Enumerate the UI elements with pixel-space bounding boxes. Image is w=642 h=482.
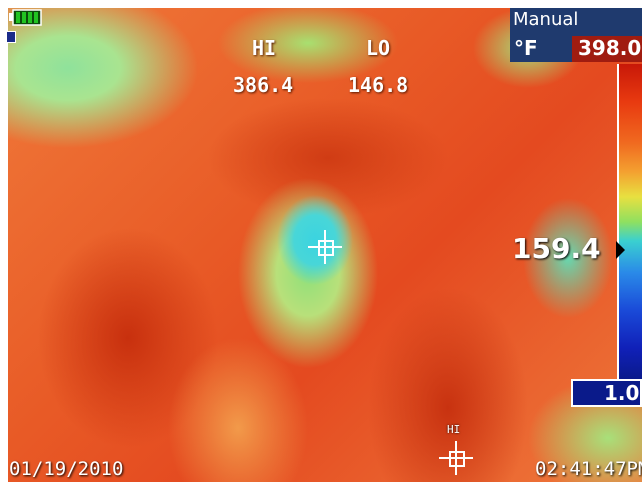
storage-indicator-icon [6,31,16,43]
hi-value: 386.4 [233,73,294,97]
lo-value: 146.8 [348,73,409,97]
scale-pointer-icon [616,241,625,259]
scale-max-box [572,36,642,62]
scale-min-value: 1.0 [604,381,640,405]
screen-border-top [0,0,642,8]
hi-label: HI [252,36,277,60]
lo-label: LO [366,36,391,60]
center-crosshair-icon [308,230,342,264]
hi-marker-crosshair-icon [439,441,473,475]
color-scale-bar [617,64,642,380]
screen-border-left [0,0,8,482]
scale-min-box [571,379,642,407]
battery-full-icon [9,9,42,26]
capture-time: 02:41:47PM [535,458,642,480]
range-mode-label[interactable]: Manual [513,9,579,30]
hi-marker-label: HI [447,423,461,436]
capture-date: 01/19/2010 [9,458,124,480]
temperature-unit: °F [514,36,538,60]
scale-max-value: 398.0 [578,36,642,60]
center-temperature-value: 159.4 [512,232,601,265]
